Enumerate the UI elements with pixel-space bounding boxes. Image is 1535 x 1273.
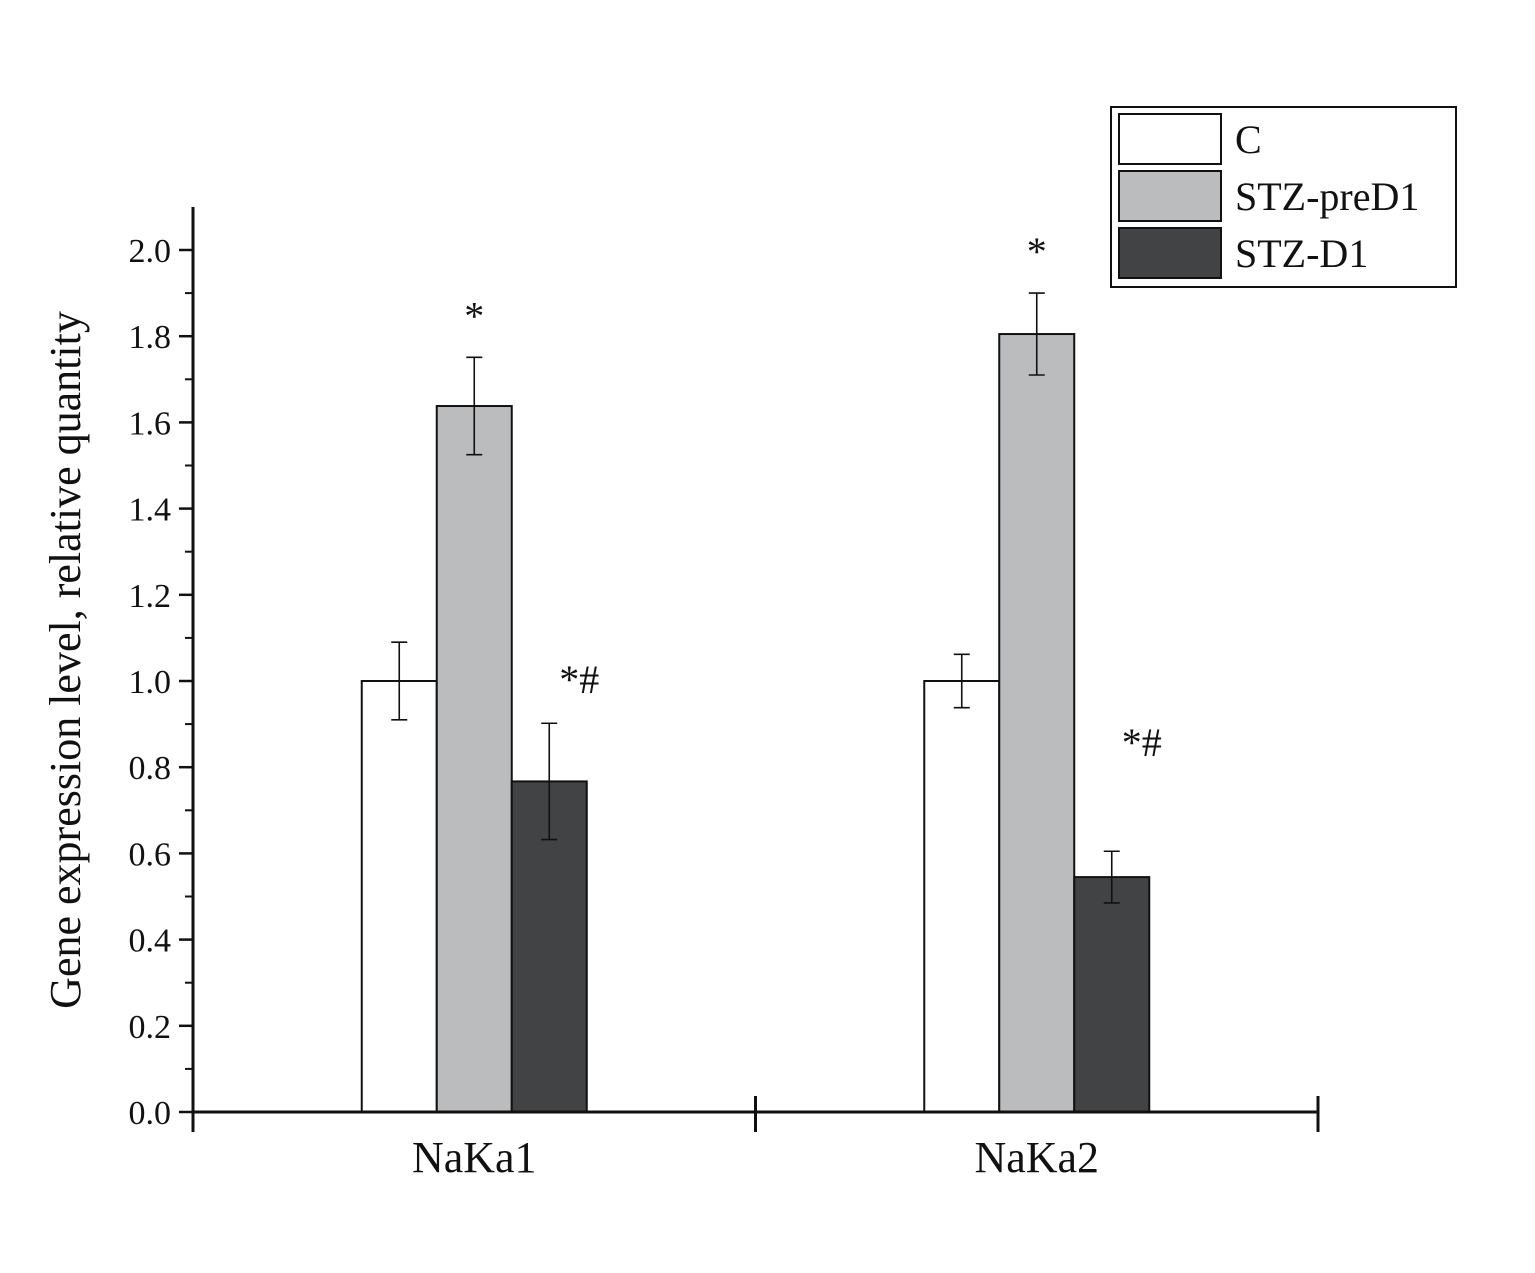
error-bars-layer bbox=[391, 292, 1120, 904]
bars-layer bbox=[360, 333, 1151, 1114]
y-tick-label-0.0: 0.0 bbox=[129, 1095, 172, 1132]
error-bar-STZ-D1-NaKa2 bbox=[1103, 850, 1120, 904]
y-tick-label-2.0: 2.0 bbox=[129, 233, 172, 270]
significance-mark-STZ-D1-NaKa2: *# bbox=[1122, 720, 1162, 765]
significance-mark-STZ-preD1-NaKa2: * bbox=[1027, 229, 1047, 274]
y-tick-label-0.8: 0.8 bbox=[129, 750, 172, 787]
y-tick-label-0.4: 0.4 bbox=[129, 923, 172, 960]
legend-label-STZ-D1: STZ-D1 bbox=[1235, 231, 1368, 276]
bar-STZ-D1-NaKa2 bbox=[1073, 876, 1151, 1113]
bar-STZ-preD1-NaKa1 bbox=[435, 405, 513, 1114]
y-tick-label-1.0: 1.0 bbox=[129, 664, 172, 701]
axes-layer: 0.0 0.2 0.4 0.6 0.8 1.0 1.2 1.4 1.6 1.8 2.0 NaKa1 Na… bbox=[129, 207, 1320, 1182]
y-tick-label-1.8: 1.8 bbox=[129, 319, 172, 356]
legend-label-STZ-preD1: STZ-preD1 bbox=[1235, 174, 1419, 219]
legend-swatch-C bbox=[1118, 113, 1222, 165]
bar-C-NaKa1 bbox=[360, 680, 438, 1113]
significance-mark-STZ-D1-NaKa1: *# bbox=[559, 657, 599, 702]
x-tick-label-NaKa1: NaKa1 bbox=[412, 1133, 537, 1182]
legend-swatch-STZ-D1 bbox=[1118, 227, 1222, 279]
error-bar-STZ-preD1-NaKa1 bbox=[466, 356, 483, 456]
error-bar-STZ-preD1-NaKa2 bbox=[1028, 292, 1045, 376]
y-tick-label-0.6: 0.6 bbox=[129, 836, 172, 873]
bar-STZ-preD1-NaKa2 bbox=[998, 333, 1076, 1114]
y-tick-label-1.6: 1.6 bbox=[129, 405, 172, 442]
y-tick-label-1.4: 1.4 bbox=[129, 492, 172, 529]
y-tick-label-1.2: 1.2 bbox=[129, 578, 172, 615]
y-axis-title: Gene expression level, relative quantity bbox=[41, 311, 90, 1009]
legend-swatch-STZ-preD1 bbox=[1118, 170, 1222, 222]
x-tick-label-NaKa2: NaKa2 bbox=[974, 1133, 1099, 1182]
y-tick-label-0.2: 0.2 bbox=[129, 1009, 172, 1046]
bar-C-NaKa2 bbox=[923, 680, 1001, 1113]
significance-mark-STZ-preD1-NaKa1: * bbox=[464, 293, 484, 338]
error-bar-STZ-D1-NaKa1 bbox=[541, 722, 558, 841]
legend-label-C: C bbox=[1235, 117, 1262, 162]
annotations-layer: * *# * *# bbox=[464, 229, 1162, 765]
error-bar-C-NaKa2 bbox=[953, 653, 970, 709]
legend: C STZ-preD1 STZ-D1 bbox=[1110, 106, 1457, 288]
error-bar-C-NaKa1 bbox=[391, 641, 408, 721]
